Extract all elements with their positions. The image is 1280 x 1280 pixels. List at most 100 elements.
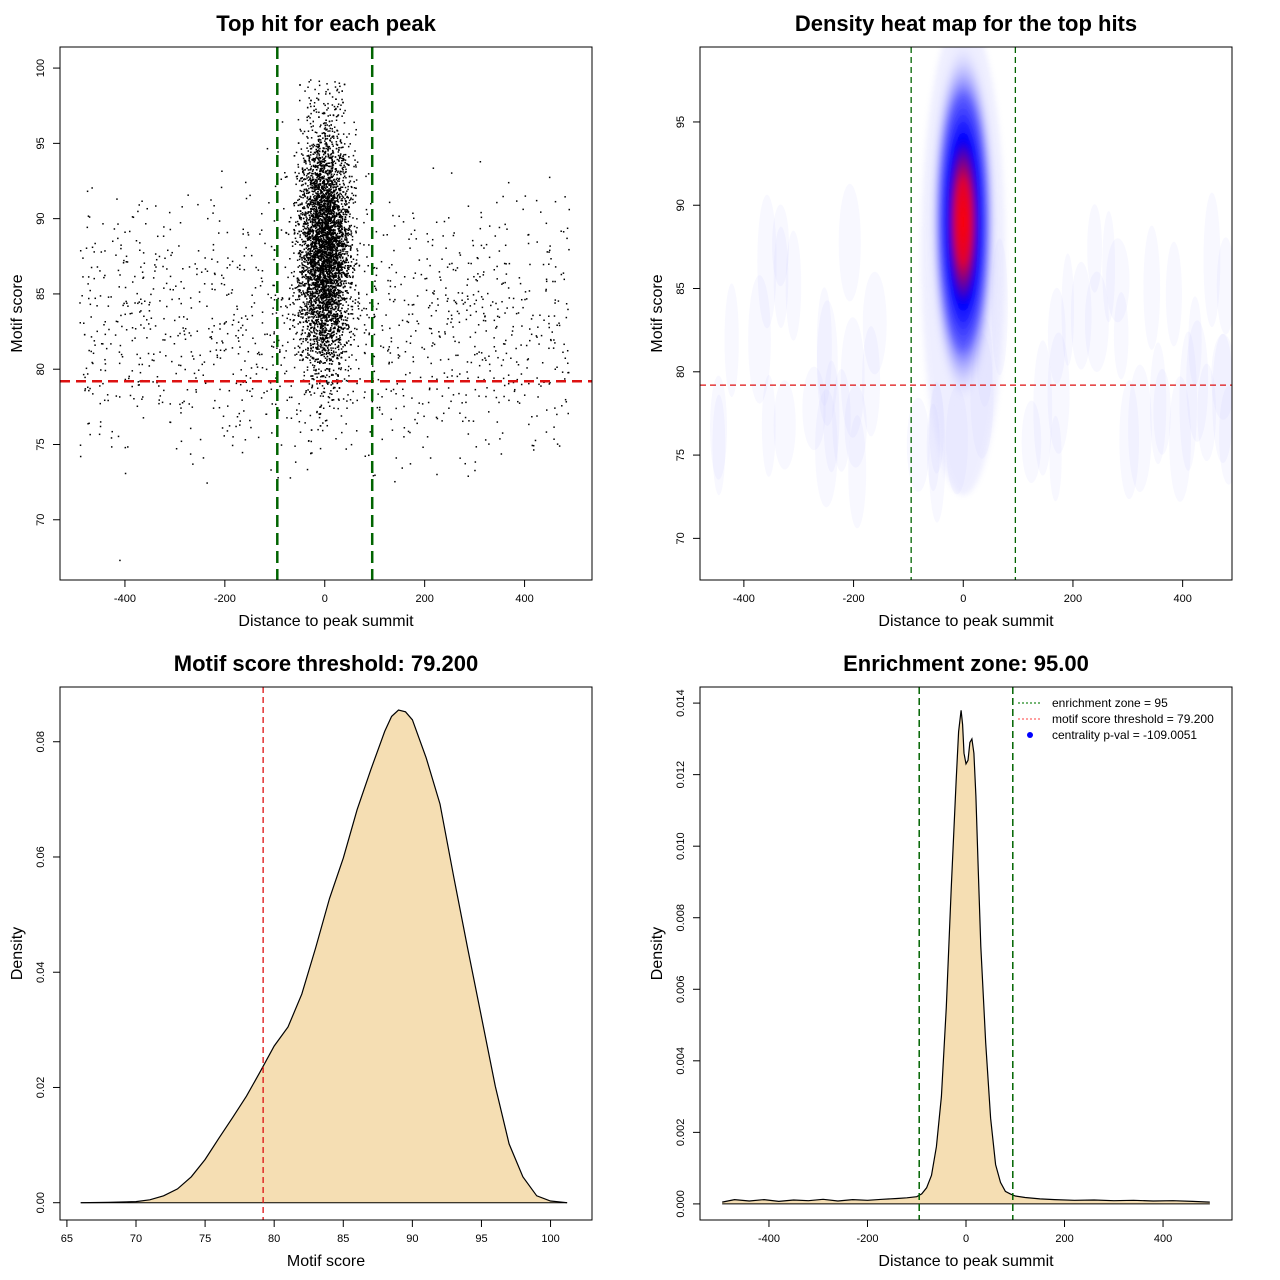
data-point: [299, 255, 301, 258]
data-point: [309, 179, 312, 182]
data-point: [324, 164, 327, 166]
data-point: [329, 311, 332, 313]
data-point: [322, 272, 324, 274]
data-point: [313, 326, 316, 328]
data-point: [329, 354, 332, 356]
data-point: [291, 284, 293, 286]
data-point: [320, 186, 323, 188]
data-point: [325, 309, 328, 312]
data-point: [335, 140, 338, 143]
data-point: [333, 199, 335, 202]
data-point: [352, 317, 355, 320]
data-point: [329, 246, 332, 249]
data-point: [333, 137, 335, 139]
data-point: [301, 282, 303, 285]
data-point: [321, 176, 324, 178]
data-point: [313, 335, 315, 338]
data-point: [321, 321, 323, 324]
data-point: [322, 304, 325, 306]
data-point: [347, 145, 350, 148]
data-point: [318, 263, 320, 265]
data-point: [312, 338, 315, 341]
data-point: [323, 245, 325, 247]
data-point: [325, 240, 327, 243]
data-point: [326, 248, 328, 251]
data-point: [344, 262, 346, 264]
data-point: [332, 277, 335, 279]
data-point: [311, 172, 313, 175]
data-point: [313, 197, 316, 200]
data-point: [342, 291, 344, 294]
data-point: [330, 318, 333, 321]
data-point: [342, 259, 345, 262]
data-point: [336, 280, 338, 282]
data-point: [318, 275, 320, 277]
data-point: [333, 203, 335, 205]
data-point: [332, 259, 334, 261]
data-point: [338, 272, 341, 275]
data-point: [345, 192, 347, 195]
data-point: [347, 229, 349, 231]
data-point: [328, 227, 331, 230]
data-point: [329, 257, 332, 260]
data-point: [319, 236, 322, 238]
data-point: [309, 276, 312, 279]
data-point: [343, 242, 346, 245]
data-point: [331, 120, 333, 122]
data-point: [313, 365, 316, 367]
data-point: [335, 291, 338, 294]
data-point: [337, 201, 340, 203]
data-point: [336, 206, 339, 209]
data-point: [307, 276, 310, 278]
data-point: [306, 338, 308, 340]
data-point: [330, 290, 333, 293]
data-point: [363, 244, 365, 246]
data-point: [320, 345, 322, 348]
data-point: [313, 205, 316, 207]
data-point: [330, 262, 333, 264]
data-point: [319, 406, 321, 408]
data-point: [308, 238, 310, 241]
data-point: [355, 430, 358, 432]
data-point: [316, 253, 319, 256]
data-point: [316, 186, 319, 188]
data-point: [301, 281, 304, 283]
data-point: [298, 282, 301, 284]
data-point: [329, 264, 332, 266]
data-point: [336, 260, 338, 263]
data-point: [315, 368, 317, 371]
data-point: [321, 182, 324, 185]
data-point: [336, 222, 339, 224]
data-point: [320, 221, 322, 224]
data-point: [312, 214, 314, 216]
data-point: [333, 257, 335, 259]
data-point: [301, 359, 304, 362]
data-point: [333, 330, 335, 333]
data-point: [340, 352, 342, 354]
data-point: [321, 185, 323, 187]
data-point: [316, 410, 318, 413]
data-point: [307, 232, 309, 235]
data-point: [322, 244, 324, 246]
data-point: [304, 183, 307, 185]
data-point: [318, 278, 321, 281]
data-point: [317, 143, 320, 146]
data-point: [315, 211, 317, 213]
data-point: [322, 160, 325, 163]
data-point: [309, 256, 312, 259]
data-point: [310, 208, 313, 210]
data-point: [328, 202, 330, 204]
data-point: [310, 264, 312, 266]
data-point: [325, 143, 328, 146]
data-point: [312, 179, 314, 182]
data-point: [321, 271, 324, 273]
data-point: [303, 248, 306, 251]
data-point: [315, 131, 318, 134]
data-point: [330, 243, 333, 246]
data-point: [323, 102, 325, 105]
data-point: [304, 295, 306, 298]
data-point: [311, 293, 314, 295]
data-point: [310, 265, 312, 268]
data-point: [344, 265, 347, 267]
data-point: [338, 292, 340, 295]
